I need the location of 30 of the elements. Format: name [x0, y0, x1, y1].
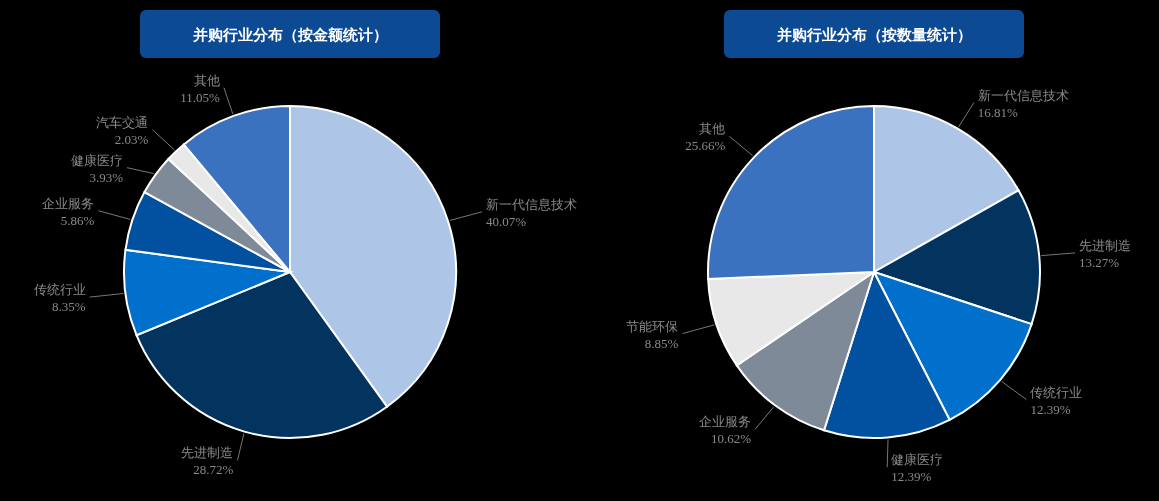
- slice-label: 新一代信息技术: [977, 87, 1069, 103]
- slice-label: 企业服务: [699, 414, 752, 430]
- data-label: 12.39%: [891, 469, 932, 485]
- data-label: 10.62%: [710, 431, 752, 447]
- data-label: 40.07%: [486, 213, 527, 229]
- chart-title: 并购行业分布（按数量统计）: [775, 26, 972, 43]
- slice-label: 传统行业: [1030, 384, 1083, 400]
- data-label: 11.05%: [180, 89, 221, 105]
- chart-title: 并购行业分布（按金额统计）: [191, 26, 388, 43]
- data-label: 8.35%: [52, 299, 86, 315]
- slice-label: 传统行业: [33, 282, 86, 298]
- slice-label: 新一代信息技术: [486, 196, 578, 212]
- data-label: 12.39%: [1030, 401, 1071, 417]
- data-label: 28.72%: [193, 462, 234, 478]
- data-label: 5.86%: [60, 212, 95, 228]
- data-label: 8.85%: [644, 335, 679, 351]
- slice-label: 汽车交通: [96, 114, 149, 130]
- slice-label: 健康医疗: [71, 152, 124, 168]
- slice-label: 企业服务: [42, 195, 95, 211]
- slice-label: 节能环保: [626, 318, 679, 334]
- data-label: 25.66%: [685, 138, 726, 154]
- slice-label: 其他: [699, 121, 726, 137]
- slice-label: 健康医疗: [891, 452, 944, 468]
- data-label: 13.27%: [1079, 254, 1120, 270]
- slice-label: 先进制造: [1079, 237, 1132, 253]
- slice-label: 其他: [193, 72, 220, 88]
- data-label: 3.93%: [89, 169, 124, 185]
- data-label: 2.03%: [114, 131, 149, 147]
- data-label: 16.81%: [977, 104, 1019, 120]
- slice-label: 先进制造: [181, 445, 234, 461]
